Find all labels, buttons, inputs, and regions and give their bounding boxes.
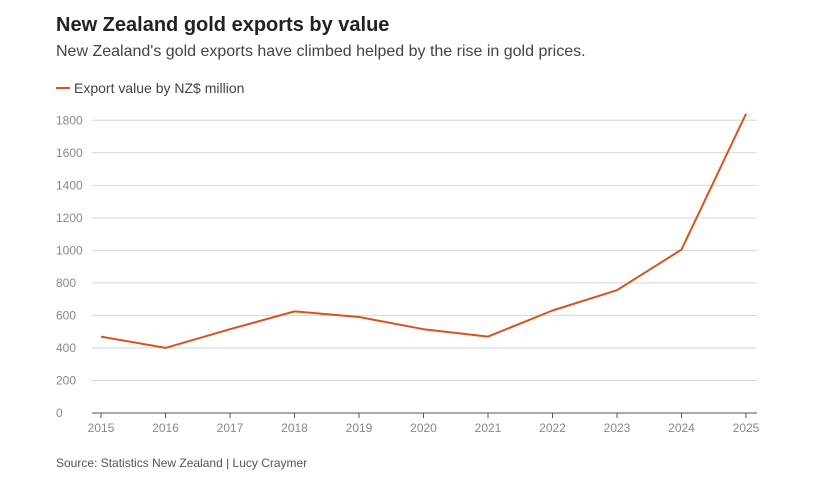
x-tick-label: 2015 [88,421,115,435]
y-tick-label: 600 [56,308,76,322]
source-note: Source: Statistics New Zealand | Lucy Cr… [56,456,308,470]
y-axis-labels: 0 200 400 600 800 1000 1200 1400 1600 1800 [56,113,83,420]
x-tick-label: 2017 [217,421,244,435]
y-tick-label: 1800 [56,113,83,127]
x-tick-label: 2024 [668,421,695,435]
y-tick-label: 1200 [56,211,83,225]
series-line [100,113,747,349]
series [100,113,747,349]
y-tick-label: 200 [56,373,76,387]
x-tick-label: 2018 [281,421,308,435]
x-tick-label: 2025 [733,421,760,435]
chart-title: New Zealand gold exports by value [56,14,390,36]
y-tick-label: 400 [56,341,76,355]
x-axis-labels: 2015 2016 2017 2018 2019 2020 2021 2022 2023 2024… [88,421,760,435]
x-tick-label: 2016 [152,421,179,435]
chart-subtitle: New Zealand's gold exports have climbed … [56,43,586,60]
y-tick-label: 1000 [56,243,83,257]
x-tick-label: 2020 [410,421,437,435]
x-tick-label: 2022 [539,421,566,435]
legend: Export value by NZ$ million [56,80,244,96]
grid [92,119,757,381]
legend-label: Export value by NZ$ million [74,80,245,96]
y-tick-label: 1400 [56,178,83,192]
y-tick-label: 1600 [56,146,83,160]
x-tick-label: 2023 [604,421,631,435]
x-tick-label: 2021 [475,421,502,435]
legend-swatch [56,87,70,89]
y-tick-label: 800 [56,276,76,290]
y-tick-label: 0 [56,406,63,420]
x-tick-label: 2019 [346,421,373,435]
x-axis [92,412,757,418]
